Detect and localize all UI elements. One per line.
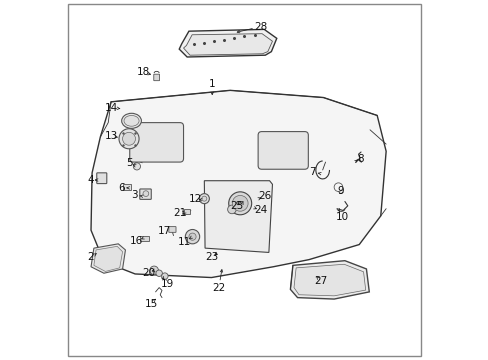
Circle shape: [119, 129, 139, 149]
Text: 2: 2: [87, 252, 94, 262]
FancyBboxPatch shape: [140, 189, 151, 199]
Polygon shape: [183, 34, 272, 55]
Text: 18: 18: [137, 67, 150, 77]
Polygon shape: [91, 90, 386, 278]
Text: 25: 25: [229, 201, 243, 211]
Circle shape: [133, 163, 140, 170]
Circle shape: [122, 132, 135, 145]
Text: 22: 22: [212, 283, 225, 293]
Circle shape: [142, 191, 148, 197]
Circle shape: [185, 229, 199, 244]
Text: 16: 16: [130, 236, 143, 246]
Circle shape: [227, 205, 236, 214]
Text: 26: 26: [258, 191, 271, 201]
Ellipse shape: [122, 113, 141, 129]
Text: 15: 15: [144, 299, 158, 309]
Text: 1: 1: [208, 79, 215, 89]
Polygon shape: [94, 246, 122, 271]
Text: 12: 12: [188, 194, 201, 204]
Circle shape: [232, 195, 247, 211]
FancyBboxPatch shape: [97, 173, 106, 184]
FancyBboxPatch shape: [140, 235, 148, 241]
Polygon shape: [293, 264, 365, 296]
Text: 8: 8: [357, 154, 364, 164]
Text: 21: 21: [173, 208, 186, 218]
Circle shape: [162, 273, 168, 279]
FancyBboxPatch shape: [122, 184, 131, 190]
Text: 4: 4: [87, 175, 93, 185]
Text: 14: 14: [104, 103, 118, 113]
Circle shape: [149, 266, 158, 275]
Text: 13: 13: [104, 131, 118, 141]
FancyBboxPatch shape: [153, 74, 159, 81]
Text: 6: 6: [118, 183, 125, 193]
Polygon shape: [204, 181, 272, 252]
Circle shape: [188, 233, 196, 240]
FancyBboxPatch shape: [129, 123, 183, 162]
Text: GM: GM: [235, 201, 244, 206]
Text: 19: 19: [161, 279, 174, 289]
Circle shape: [202, 196, 206, 201]
Ellipse shape: [124, 116, 139, 126]
Text: 23: 23: [204, 252, 218, 262]
Circle shape: [199, 194, 209, 204]
Polygon shape: [290, 261, 368, 299]
FancyBboxPatch shape: [183, 210, 190, 215]
Text: 5: 5: [125, 158, 132, 168]
Text: 7: 7: [309, 167, 315, 177]
Text: 11: 11: [177, 237, 190, 247]
Text: 3: 3: [130, 190, 137, 200]
Text: 17: 17: [158, 226, 171, 236]
Text: 10: 10: [335, 212, 348, 221]
Circle shape: [228, 192, 251, 215]
Polygon shape: [179, 30, 276, 57]
Text: 27: 27: [313, 276, 326, 286]
Circle shape: [156, 270, 162, 276]
Polygon shape: [91, 244, 125, 273]
Text: 20: 20: [142, 267, 155, 278]
Text: 9: 9: [337, 186, 343, 196]
Text: 28: 28: [253, 22, 267, 32]
FancyBboxPatch shape: [258, 132, 308, 169]
FancyBboxPatch shape: [168, 226, 176, 232]
Text: 24: 24: [253, 206, 267, 216]
